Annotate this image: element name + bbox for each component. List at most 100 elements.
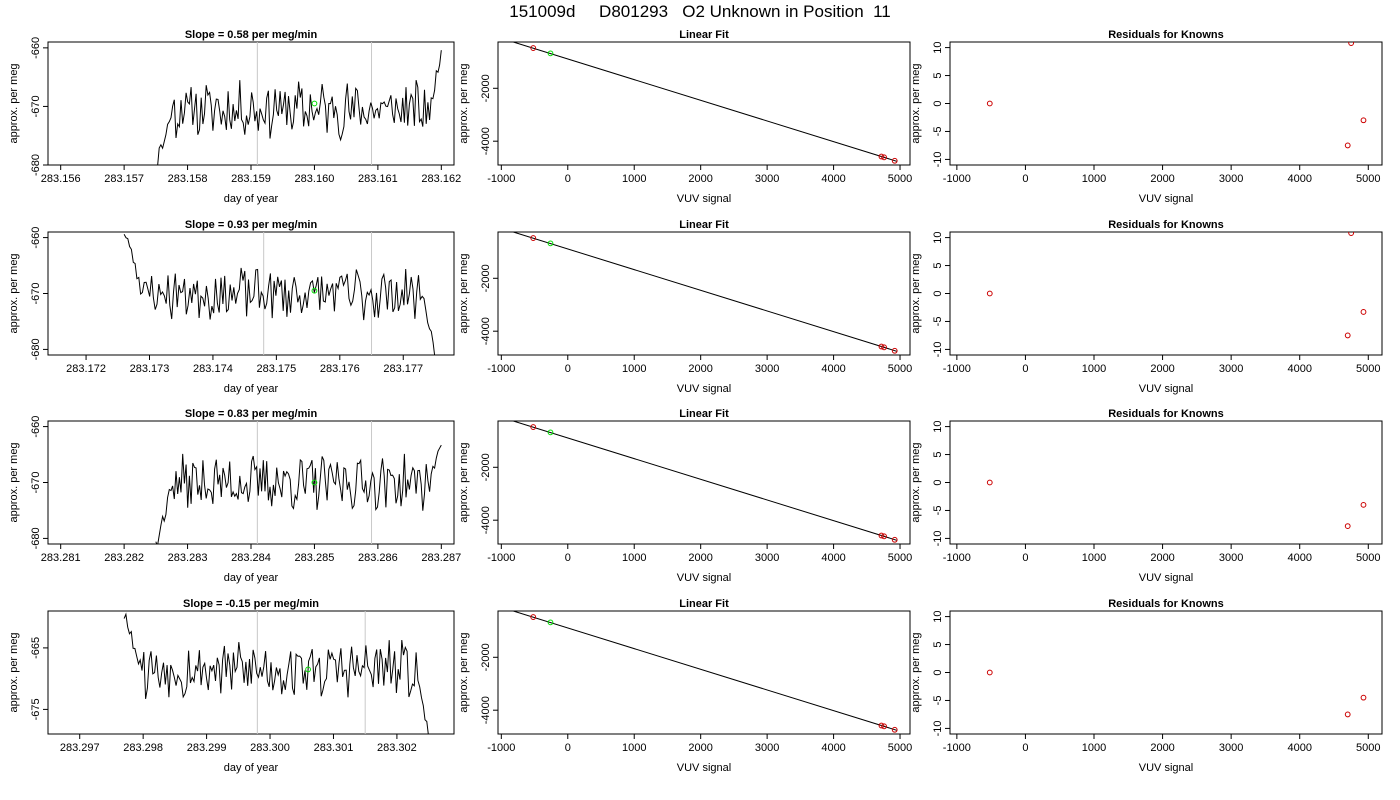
- plot-frame: [497, 41, 911, 166]
- x-tick-label: 1000: [622, 363, 646, 375]
- panel-title: Residuals for Knowns: [1108, 29, 1224, 41]
- x-tick-label: 5000: [1356, 552, 1380, 564]
- plot-frame: [497, 231, 911, 356]
- x-tick-label: 5000: [888, 173, 912, 185]
- chart-panel-6: Residuals for Knowns -1000 0 1000 2000 3000 40…: [910, 219, 1383, 395]
- y-tick-label: -4000: [480, 317, 492, 345]
- data-point: [891, 536, 898, 543]
- x-tick-label: 1000: [1082, 173, 1106, 185]
- chart-panel-1: Slope = 0.58 per meg/min 283.156 283.157 28…: [8, 29, 461, 205]
- x-tick-label: 283.176: [320, 363, 360, 375]
- plot-frame: [47, 610, 455, 735]
- data-point: [547, 240, 554, 247]
- y-axis-label: approx. per meg: [910, 63, 922, 143]
- x-tick-label: 1000: [1082, 552, 1106, 564]
- x-tick-label: 2000: [1150, 742, 1174, 754]
- x-tick-label: 283.302: [377, 742, 417, 754]
- y-tick-label: 0: [932, 479, 944, 485]
- reference-point: [311, 100, 318, 107]
- data-series-line: [123, 234, 436, 355]
- x-axis-label: VUV signal: [1139, 193, 1193, 205]
- data-point: [881, 344, 887, 351]
- reference-point: [311, 479, 318, 486]
- y-tick-label: -10: [932, 720, 944, 736]
- data-point: [986, 100, 993, 107]
- y-tick-label: -4000: [480, 696, 492, 724]
- data-point: [530, 235, 537, 241]
- data-point: [986, 290, 993, 297]
- data-point: [1348, 232, 1355, 237]
- y-tick-label: -670: [30, 282, 42, 304]
- x-axis-label: day of year: [224, 762, 279, 774]
- data-point: [1344, 142, 1351, 149]
- y-tick-label: 0: [932, 290, 944, 296]
- fit-line: [513, 232, 897, 352]
- y-tick-label: -660: [30, 37, 42, 59]
- panel-title: Slope = -0.15 per meg/min: [183, 598, 319, 610]
- data-point: [530, 614, 537, 620]
- x-axis-label: VUV signal: [677, 572, 731, 584]
- y-tick-label: -2000: [480, 264, 492, 292]
- chart-panel-11: Linear Fit -1000 0 1000 2000 3000 4000 5000 -400…: [458, 598, 912, 774]
- plot-frame: [497, 610, 911, 735]
- x-tick-label: 2000: [688, 363, 712, 375]
- data-point: [891, 347, 898, 354]
- plot-frame: [949, 420, 1383, 545]
- x-axis-label: day of year: [224, 383, 279, 395]
- panel-title: Linear Fit: [679, 29, 729, 41]
- panel-title: Slope = 0.83 per meg/min: [185, 408, 318, 420]
- x-tick-label: 2000: [688, 552, 712, 564]
- x-tick-label: 283.298: [123, 742, 163, 754]
- data-point: [530, 424, 537, 430]
- y-tick-label: -675: [30, 698, 42, 720]
- x-tick-label: 0: [1022, 742, 1028, 754]
- data-point: [1360, 117, 1367, 124]
- y-axis-label: approx. per meg: [910, 253, 922, 333]
- chart-panel-3: Residuals for Knowns -1000 0 1000 2000 3000 40…: [910, 29, 1383, 205]
- x-tick-label: -1000: [943, 552, 971, 564]
- fit-line: [513, 611, 897, 731]
- plot-frame: [47, 420, 455, 545]
- y-axis-label: approx. per meg: [910, 442, 922, 522]
- x-tick-label: 283.177: [383, 363, 423, 375]
- x-tick-label: 283.174: [193, 363, 233, 375]
- x-tick-label: -1000: [487, 742, 515, 754]
- y-tick-label: -5: [932, 696, 944, 706]
- plot-frame: [497, 420, 911, 545]
- x-tick-label: 1000: [622, 552, 646, 564]
- x-tick-label: 0: [565, 552, 571, 564]
- x-axis-label: VUV signal: [1139, 572, 1193, 584]
- x-tick-label: 2000: [1150, 363, 1174, 375]
- x-tick-label: 283.172: [66, 363, 106, 375]
- y-axis-label: approx. per meg: [8, 253, 20, 333]
- chart-panel-5: Linear Fit -1000 0 1000 2000 3000 4000 5000 -400…: [458, 219, 912, 395]
- x-axis-label: day of year: [224, 193, 279, 205]
- y-tick-label: -10: [932, 530, 944, 546]
- data-point: [878, 532, 885, 539]
- plot-frame: [949, 610, 1383, 735]
- x-tick-label: 0: [565, 363, 571, 375]
- y-tick-label: -665: [30, 637, 42, 659]
- data-point: [547, 429, 554, 436]
- data-point: [1360, 309, 1367, 315]
- x-tick-label: 283.159: [231, 173, 271, 185]
- data-point: [1360, 694, 1367, 701]
- x-tick-label: 5000: [888, 552, 912, 564]
- chart-panel-10: Slope = -0.15 per meg/min 283.297 283.298 2…: [8, 598, 455, 774]
- x-tick-label: 283.297: [60, 742, 100, 754]
- x-tick-label: 4000: [821, 742, 845, 754]
- data-point: [878, 722, 885, 729]
- x-tick-label: 283.156: [41, 173, 81, 185]
- x-tick-label: 4000: [1287, 742, 1311, 754]
- y-axis-label: approx. per meg: [458, 253, 470, 333]
- x-tick-label: 3000: [755, 363, 779, 375]
- y-axis-label: approx. per meg: [910, 632, 922, 712]
- plot-area: [157, 42, 442, 165]
- x-tick-label: -1000: [943, 742, 971, 754]
- panel-title: Residuals for Knowns: [1108, 408, 1224, 420]
- x-tick-label: 283.161: [358, 173, 398, 185]
- x-tick-label: 5000: [888, 742, 912, 754]
- y-tick-label: -680: [30, 338, 42, 360]
- x-tick-label: 3000: [755, 742, 779, 754]
- plot-area: [986, 42, 1367, 149]
